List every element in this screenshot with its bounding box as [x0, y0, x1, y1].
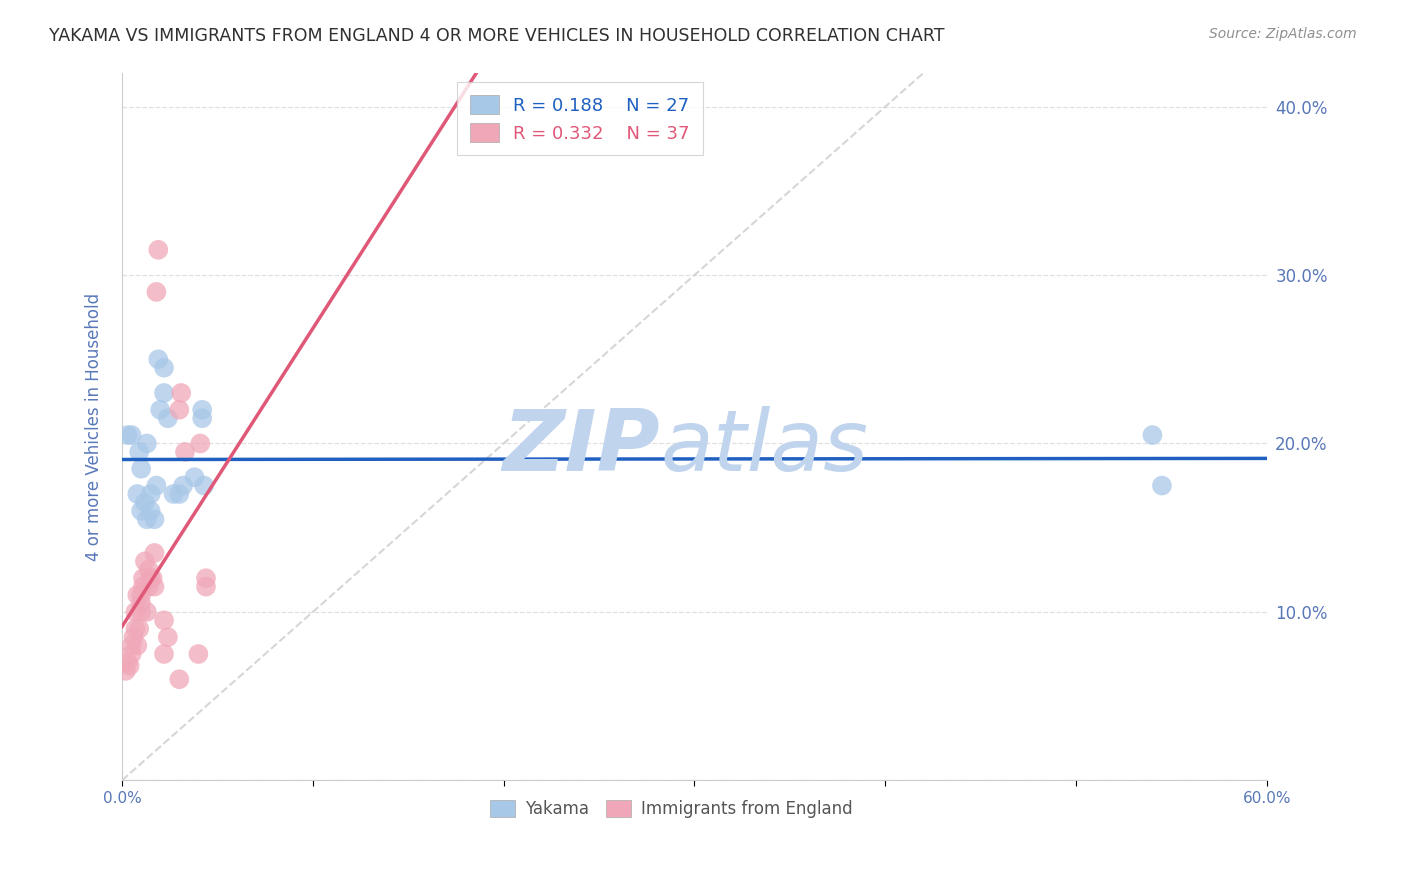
Point: [169, 402, 191, 417]
Point: [122, 630, 145, 644]
Point: [135, 436, 157, 450]
Point: [153, 647, 176, 661]
Point: [121, 639, 143, 653]
Point: [172, 478, 194, 492]
Point: [153, 360, 176, 375]
Point: [148, 243, 170, 257]
Point: [117, 656, 139, 670]
Point: [153, 613, 176, 627]
Point: [153, 386, 176, 401]
Point: [138, 580, 160, 594]
Point: [145, 285, 167, 299]
Point: [191, 411, 214, 425]
Point: [156, 411, 179, 425]
Point: [1150, 478, 1173, 492]
Point: [118, 658, 141, 673]
Point: [191, 402, 214, 417]
Point: [134, 554, 156, 568]
Point: [124, 605, 146, 619]
Point: [183, 470, 205, 484]
Point: [1142, 428, 1164, 442]
Point: [143, 546, 166, 560]
Point: [149, 402, 172, 417]
Legend: Yakama, Immigrants from England: Yakama, Immigrants from England: [484, 794, 859, 825]
Point: [156, 630, 179, 644]
Point: [127, 487, 149, 501]
Text: atlas: atlas: [661, 407, 868, 490]
Point: [195, 571, 218, 585]
Point: [124, 622, 146, 636]
Point: [121, 428, 143, 442]
Point: [145, 478, 167, 492]
Point: [142, 571, 165, 585]
Y-axis label: 4 or more Vehicles in Household: 4 or more Vehicles in Household: [86, 293, 103, 561]
Point: [138, 563, 160, 577]
Point: [162, 487, 184, 501]
Point: [195, 580, 218, 594]
Point: [169, 487, 191, 501]
Point: [187, 647, 209, 661]
Point: [170, 386, 193, 401]
Point: [143, 580, 166, 594]
Text: YAKAMA VS IMMIGRANTS FROM ENGLAND 4 OR MORE VEHICLES IN HOUSEHOLD CORRELATION CH: YAKAMA VS IMMIGRANTS FROM ENGLAND 4 OR M…: [49, 27, 945, 45]
Point: [129, 605, 152, 619]
Point: [134, 495, 156, 509]
Point: [132, 571, 155, 585]
Point: [135, 512, 157, 526]
Point: [148, 352, 170, 367]
Point: [169, 672, 191, 686]
Point: [129, 461, 152, 475]
Point: [193, 478, 215, 492]
Text: ZIP: ZIP: [502, 407, 661, 490]
Text: Source: ZipAtlas.com: Source: ZipAtlas.com: [1209, 27, 1357, 41]
Point: [139, 504, 162, 518]
Point: [117, 428, 139, 442]
Point: [129, 597, 152, 611]
Point: [135, 605, 157, 619]
Point: [188, 436, 211, 450]
Point: [139, 487, 162, 501]
Point: [127, 588, 149, 602]
Point: [139, 571, 162, 585]
Point: [128, 622, 150, 636]
Point: [143, 512, 166, 526]
Point: [121, 647, 143, 661]
Point: [127, 639, 149, 653]
Point: [128, 445, 150, 459]
Point: [129, 588, 152, 602]
Point: [129, 504, 152, 518]
Point: [132, 580, 155, 594]
Point: [174, 445, 197, 459]
Point: [115, 664, 138, 678]
